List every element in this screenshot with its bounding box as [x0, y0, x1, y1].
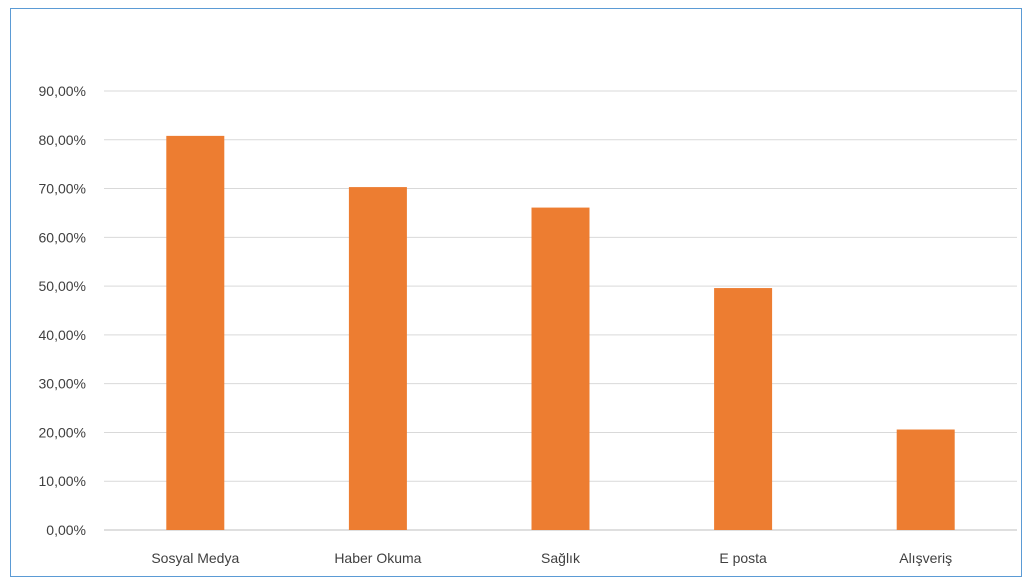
y-tick-label: 80,00%	[39, 132, 86, 148]
x-category-label: Sosyal Medya	[151, 550, 239, 566]
x-category-label: Sağlık	[541, 550, 581, 566]
y-tick-label: 50,00%	[39, 278, 86, 294]
y-tick-label: 10,00%	[39, 473, 86, 489]
gridlines	[104, 90, 1017, 531]
bar	[714, 288, 773, 530]
bar	[166, 135, 225, 530]
y-tick-label: 90,00%	[39, 83, 86, 99]
y-axis-tick-labels: 0,00% 10,00% 20,00% 30,00% 40,00% 50,00% 60,00…	[39, 83, 86, 538]
bars	[166, 135, 955, 530]
x-category-label: Alışveriş	[899, 550, 952, 566]
y-tick-label: 20,00%	[39, 424, 86, 440]
y-tick-label: 60,00%	[39, 229, 86, 245]
y-tick-label: 30,00%	[39, 376, 86, 392]
bar	[896, 429, 955, 530]
bar	[531, 207, 590, 530]
bar	[348, 187, 407, 530]
x-axis-category-labels: Sosyal Medya Haber Okuma Sağlık E posta Alış…	[151, 550, 952, 566]
y-tick-label: 70,00%	[39, 181, 86, 197]
y-tick-label: 0,00%	[46, 522, 86, 538]
x-category-label: Haber Okuma	[334, 550, 421, 566]
x-category-label: E posta	[719, 550, 767, 566]
y-tick-label: 40,00%	[39, 327, 86, 343]
